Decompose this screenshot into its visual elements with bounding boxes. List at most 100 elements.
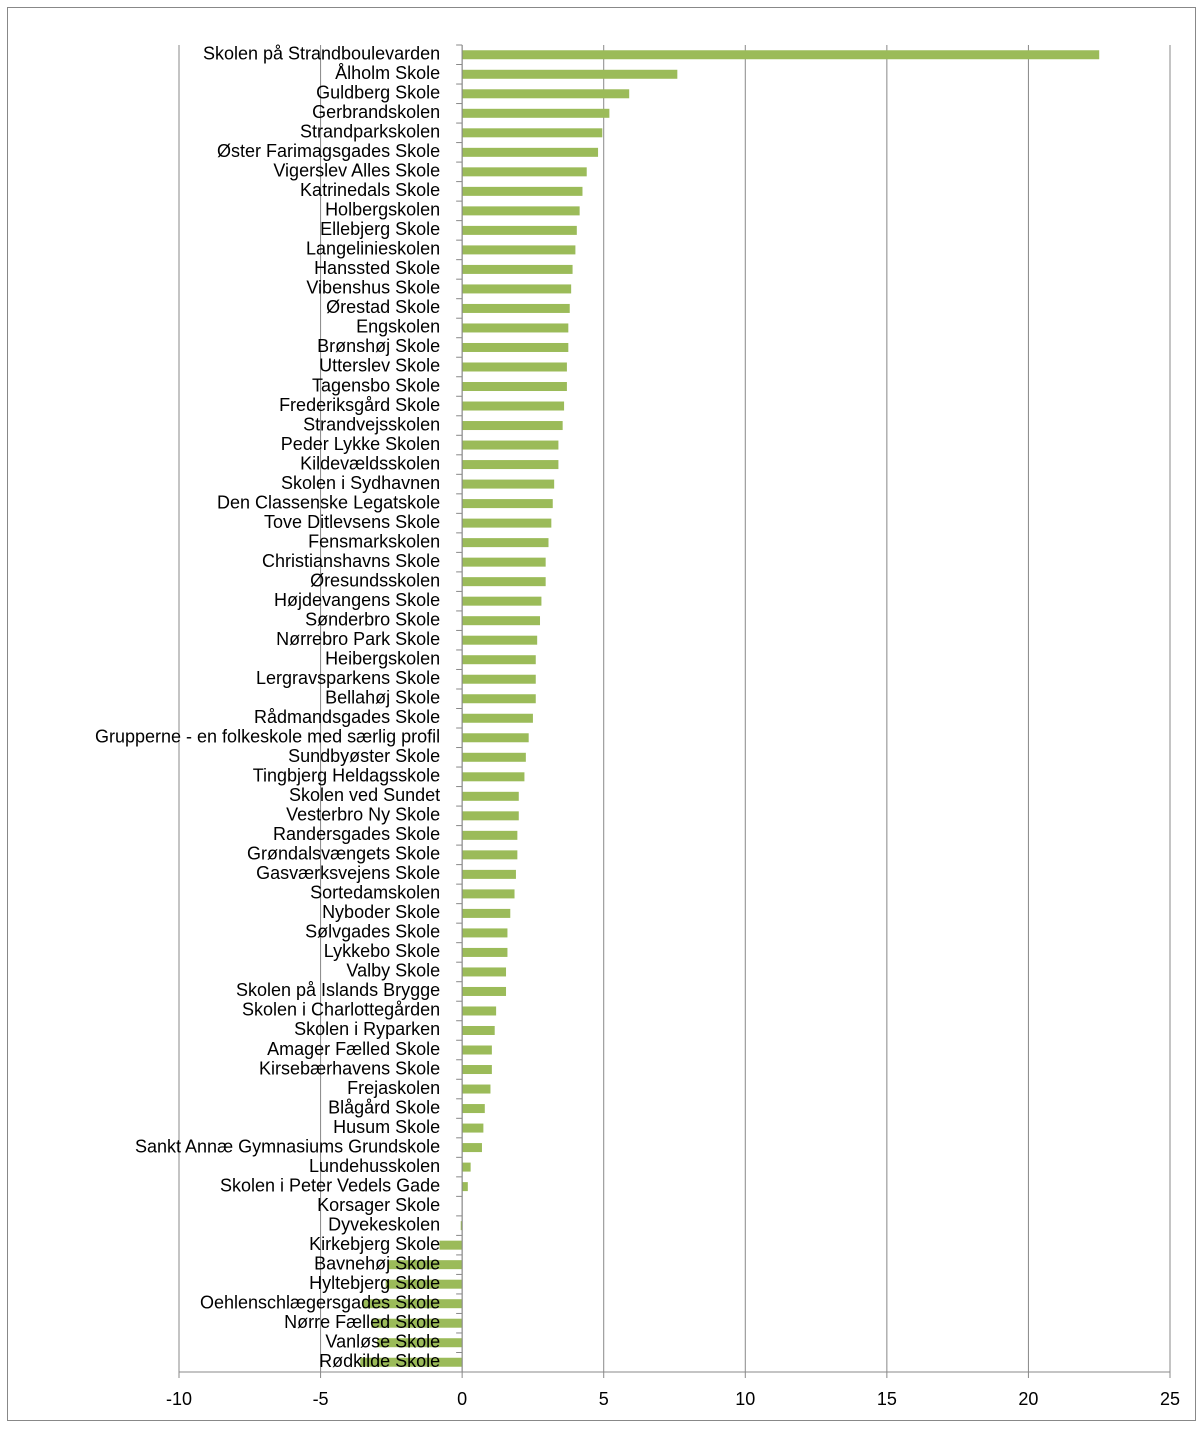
bar	[462, 1123, 484, 1133]
bar	[462, 596, 542, 606]
y-tick-label: Skolen i Ryparken	[294, 1019, 440, 1039]
y-tick-label: Gerbrandskolen	[312, 102, 440, 122]
y-tick-label: Højdevangens Skole	[274, 590, 440, 610]
x-tick-label: 10	[735, 1389, 755, 1409]
bar	[462, 889, 515, 899]
y-tick-label: Frejaskolen	[347, 1078, 440, 1098]
bar	[462, 128, 603, 138]
y-tick-label: Skolen ved Sundet	[289, 785, 440, 805]
y-tick-label: Holbergskolen	[325, 200, 440, 220]
y-tick-label: Sønderbro Skole	[305, 609, 440, 629]
bar	[462, 147, 599, 157]
bar	[462, 1104, 485, 1114]
y-tick-label: Den Classenske Legatskole	[217, 492, 440, 512]
bar	[462, 577, 546, 587]
bar	[462, 1162, 471, 1172]
y-tick-label: Vanløse Skole	[325, 1331, 440, 1351]
bar	[439, 1240, 463, 1250]
bar	[462, 986, 507, 996]
y-tick-label: Bellahøj Skole	[325, 687, 440, 707]
bar	[462, 1182, 468, 1192]
y-tick-label: Engskolen	[356, 317, 440, 337]
y-tick-label: Amager Fælled Skole	[267, 1039, 440, 1059]
y-tick-label: Frederiksgård Skole	[279, 395, 440, 415]
bar	[385, 1279, 463, 1289]
x-tick-label: 0	[457, 1389, 467, 1409]
y-tick-label: Skolen på Strandboulevarden	[203, 44, 440, 64]
y-tick-label: Skolen i Peter Vedels Gade	[220, 1175, 440, 1195]
bar	[462, 850, 518, 860]
y-tick-label: Kirsebærhavens Skole	[259, 1058, 440, 1078]
bar	[462, 674, 536, 684]
bar	[462, 967, 507, 977]
bar	[462, 225, 577, 235]
bar	[462, 869, 516, 879]
bar	[462, 830, 518, 840]
bar	[462, 460, 559, 470]
bar	[460, 1221, 463, 1231]
y-tick-label: Sankt Annæ Gymnasiums Grundskole	[135, 1136, 440, 1156]
y-tick-label: Bavnehøj Skole	[314, 1253, 440, 1273]
y-tick-label: Gasværksvejens Skole	[256, 863, 440, 883]
y-tick-label: Langelinieskolen	[306, 239, 440, 259]
bar	[462, 50, 1100, 60]
y-tick-label: Grupperne - en folkeskole med særlig pro…	[95, 727, 440, 747]
y-tick-label: Rådmandsgades Skole	[254, 707, 440, 727]
bar	[462, 616, 541, 626]
bar	[462, 69, 678, 79]
bar	[462, 694, 536, 704]
y-tick-label: Peder Lykke Skolen	[281, 434, 440, 454]
bar	[462, 733, 529, 743]
x-tick-label: 20	[1018, 1389, 1038, 1409]
bar	[371, 1318, 463, 1328]
y-tick-label: Guldberg Skole	[316, 83, 440, 103]
y-tick-label: Husum Skole	[333, 1117, 440, 1137]
y-tick-label: Tingbjerg Heldagsskole	[253, 766, 440, 786]
bar	[462, 362, 567, 372]
bar	[462, 284, 572, 294]
x-tick-label: 15	[877, 1389, 897, 1409]
bar	[462, 245, 576, 255]
bar	[462, 342, 569, 352]
y-tick-label: Hyltebjerg Skole	[309, 1273, 440, 1293]
bar	[462, 264, 573, 274]
bar	[462, 1084, 491, 1094]
bar	[462, 206, 580, 216]
bar	[462, 1025, 495, 1035]
y-tick-label: Utterslev Skole	[319, 356, 440, 376]
y-tick-label: Strandparkskolen	[300, 122, 440, 142]
bar	[462, 1006, 497, 1016]
bar	[462, 186, 583, 196]
bar	[462, 89, 630, 99]
y-tick-label: Vibenshus Skole	[306, 278, 440, 298]
y-tick-label: Blågård Skole	[328, 1097, 440, 1117]
y-tick-label: Christianshavns Skole	[262, 551, 440, 571]
chart-frame	[7, 7, 1196, 1421]
y-tick-label: Katrinedals Skole	[300, 180, 440, 200]
bar	[360, 1357, 463, 1367]
y-tick-label: Sundbyøster Skole	[288, 746, 440, 766]
bar	[377, 1338, 463, 1348]
bar	[462, 518, 552, 528]
bar	[462, 1065, 492, 1075]
y-tick-label: Fensmarkskolen	[308, 531, 440, 551]
y-tick-label: Øster Farimagsgades Skole	[217, 141, 440, 161]
y-tick-label: Nyboder Skole	[322, 902, 440, 922]
bar	[462, 947, 508, 957]
bar	[462, 1143, 482, 1153]
y-tick-label: Sølvgades Skole	[305, 922, 440, 942]
y-tick-label: Rødkilde Skole	[319, 1351, 440, 1371]
y-tick-label: Vigerslev Alles Skole	[273, 161, 440, 181]
y-tick-label: Randersgades Skole	[273, 824, 440, 844]
y-tick-label: Lergravsparkens Skole	[256, 668, 440, 688]
y-tick-label: Skolen i Sydhavnen	[281, 473, 440, 493]
y-tick-label: Skolen på Islands Brygge	[236, 980, 440, 1000]
bar	[462, 557, 546, 567]
bar	[363, 1299, 463, 1309]
y-tick-label: Kirkebjerg Skole	[309, 1234, 440, 1254]
bar	[462, 635, 538, 645]
y-tick-label: Sortedamskolen	[310, 883, 440, 903]
bar	[462, 421, 563, 431]
bar	[388, 1260, 463, 1270]
